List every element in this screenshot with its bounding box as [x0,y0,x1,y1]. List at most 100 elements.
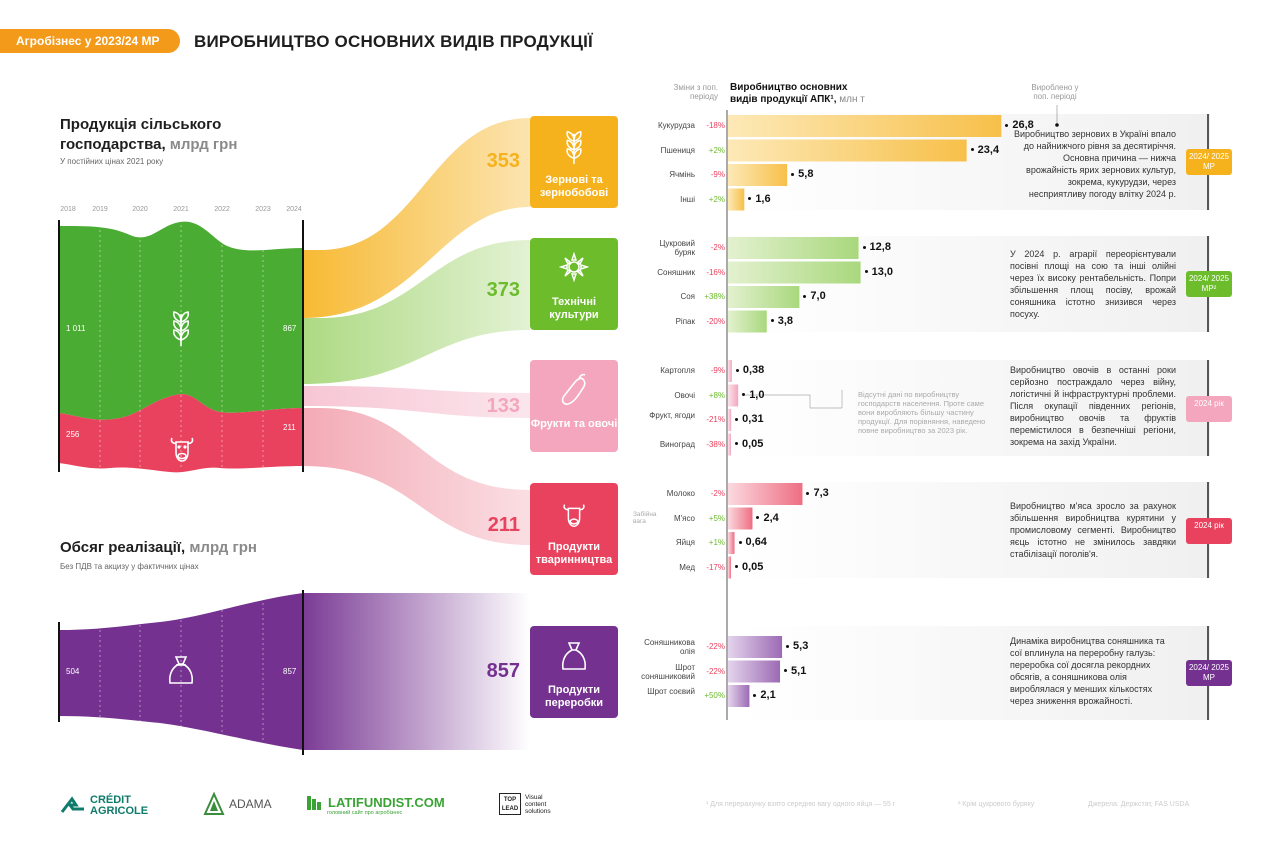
chart-row-change: +2% [708,194,725,204]
latifundist-icon [307,796,321,810]
chart-row-change: -20% [706,316,725,326]
side-note: Відсутні дані по виробництву господарств… [858,390,986,435]
chart-row-label: Соняшник [657,267,695,277]
chart-row-label: Інші [680,194,695,204]
category-box-processing: Продукти переробки [530,626,618,718]
flow-livestock [303,408,530,545]
chart-bar [728,384,739,407]
category-box-grains: Зернові та зернобобові [530,116,618,208]
chart-data-label: 0,31 [735,413,764,425]
description-fruits: Виробництво овочів в останні роки серйоз… [1010,365,1176,447]
sack-icon [561,642,587,670]
chart-data-label: 1,0 [742,389,764,401]
chart-data-label: 2,1 [753,689,776,701]
chart-data-label: 13,0 [864,266,893,278]
chart-bar [728,433,731,456]
period-chip-fruits: 2024 рік [1186,396,1232,422]
chart-row-change: -22% [706,666,725,676]
chart-bar [728,685,750,707]
animal-end-value: 211 [283,423,296,432]
logo-adama[interactable]: ADAMA [203,792,272,816]
chart-row-label: Картопля [660,366,695,375]
category-value-technical: 373 [486,279,520,301]
chart-row-change: -18% [706,121,725,130]
description-livestock: Виробництво м'яса зросло за рахунок збіл… [1010,501,1176,559]
chart-row-change: -9% [710,366,725,375]
chart-data-label: 0,38 [735,364,764,376]
chart-data-label: 23,4 [970,144,999,156]
chart-bar [728,483,803,505]
chart-row-label: Шрот соняшниковий [641,662,695,681]
chart-data-label: 3,8 [770,315,793,327]
chart-row-change: -22% [706,642,725,651]
description-grains: Виробництво зернових в Україні впало до … [1013,129,1176,199]
chart-bar [728,139,967,162]
eggplant-icon [561,373,586,405]
category-box-technical: Технічні культури [530,238,618,330]
period-chip-grains: 2024/ 2025 МР [1186,149,1232,175]
category-value-fruits: 133 [486,395,520,417]
sales-subtitle: Без ПДВ та акцизу у фактичних цінах [60,562,199,571]
chart-bar [728,532,735,554]
period-chip-processing: 2024/ 2025 МР [1186,660,1232,686]
chart-bar [728,660,781,683]
chart-bar [728,310,767,333]
year-label: 2019 [92,206,108,213]
flow-grains [303,118,530,318]
chart-data-label: 1,6 [748,193,771,205]
chart-row-label: Шрот соєвий [647,687,695,696]
chart-row-change: -21% [706,415,725,424]
meat-note: Забійна вага [633,511,657,525]
sales-area [59,593,303,750]
chart-bar [728,636,783,658]
chart-row-label: Кукурудза [657,121,695,130]
sales-start-value: 504 [66,667,80,676]
flow-processing [303,593,530,750]
chart-bar [728,507,753,530]
chart-bar [728,237,859,259]
crop-start-value: 1 011 [66,324,86,333]
crop-end-value: 867 [283,324,297,333]
chart-data-label: 26,8 [1005,119,1034,131]
flow-fruits [303,386,530,418]
logo-credit-agricole[interactable]: CRÉDIT AGRICOLE [60,795,170,817]
chart-row-label: Соя [680,292,695,301]
category-value-processing: 857 [486,660,520,682]
chart-bar [728,556,731,579]
chart-row-change: +8% [708,390,725,400]
logo-top-lead[interactable]: TOP LEAD Visual content solutions [499,793,565,815]
sales-title: Обсяг реалізації, млрд грн [60,539,257,556]
chart-title: Виробництво основних видів продукції АПК… [730,82,865,105]
logo-latifundist[interactable]: LATIFUNDIST.COM головний сайт про агробі… [307,794,445,816]
year-label: 2023 [255,206,271,213]
chart-data-label: 0,05 [735,561,763,573]
cow-icon [170,437,194,462]
change-header: Зміни з поп. періоду [673,83,718,101]
footnote-2: ² Крім цукрового буряку [958,801,1035,808]
chart-row-change: +2% [708,145,725,155]
chart-row-change: +1% [708,538,725,547]
chart-row-change: -17% [706,562,725,572]
prev-period-header: Вироблено у поп. періоді [1031,83,1079,101]
chart-bar [728,188,745,211]
chart-bar [728,409,732,431]
description-technical: У 2024 р. аграрії переорієнтували посівн… [1010,249,1176,319]
chart-bar [728,360,732,382]
chart-row-change: -2% [710,489,725,498]
year-label: 2024 [286,206,302,213]
chart-row-change: +5% [708,513,725,523]
chart-row-change: -16% [706,267,725,277]
chart-data-label: 7,3 [806,487,829,499]
chart-bars [728,115,1002,707]
chart-data-label: 2,4 [756,512,779,524]
chart-bar [728,115,1002,137]
period-chip-technical: 2024/ 2025 МР² [1186,271,1232,297]
chart-data-label: 7,0 [803,290,826,302]
sales-end-value: 857 [283,667,297,676]
description-processing: Динаміка виробництва соняшника та сої вп… [1010,636,1165,706]
category-box-livestock: Продукти тваринництва [530,483,618,575]
sources: Джерела: Держстат, FAS USDA [1088,801,1190,808]
chart-row-label: Овочі [674,390,695,400]
credit-agricole-icon [60,796,84,813]
chart-data-label: 5,1 [784,665,806,677]
